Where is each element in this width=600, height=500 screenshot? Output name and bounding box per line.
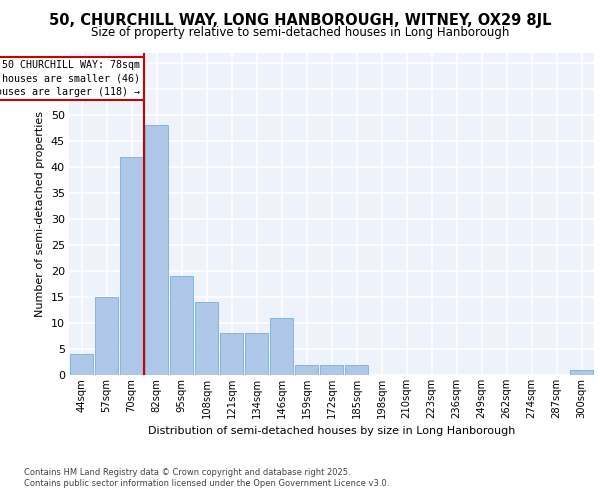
Bar — [245, 334, 268, 375]
Bar — [170, 276, 193, 375]
Bar — [95, 297, 118, 375]
Bar — [145, 126, 169, 375]
Bar — [269, 318, 293, 375]
Text: 50, CHURCHILL WAY, LONG HANBOROUGH, WITNEY, OX29 8JL: 50, CHURCHILL WAY, LONG HANBOROUGH, WITN… — [49, 12, 551, 28]
Y-axis label: Number of semi-detached properties: Number of semi-detached properties — [35, 111, 45, 317]
Bar — [320, 364, 343, 375]
Text: Size of property relative to semi-detached houses in Long Hanborough: Size of property relative to semi-detach… — [91, 26, 509, 39]
Bar — [344, 364, 368, 375]
Bar — [220, 334, 244, 375]
X-axis label: Distribution of semi-detached houses by size in Long Hanborough: Distribution of semi-detached houses by … — [148, 426, 515, 436]
Bar — [569, 370, 593, 375]
Bar — [119, 156, 143, 375]
Bar — [70, 354, 94, 375]
Text: Contains HM Land Registry data © Crown copyright and database right 2025.
Contai: Contains HM Land Registry data © Crown c… — [24, 468, 389, 487]
Bar — [295, 364, 319, 375]
Text: 50 CHURCHILL WAY: 78sqm
← 28% of semi-detached houses are smaller (46)
71% of se: 50 CHURCHILL WAY: 78sqm ← 28% of semi-de… — [0, 60, 140, 96]
Bar — [194, 302, 218, 375]
